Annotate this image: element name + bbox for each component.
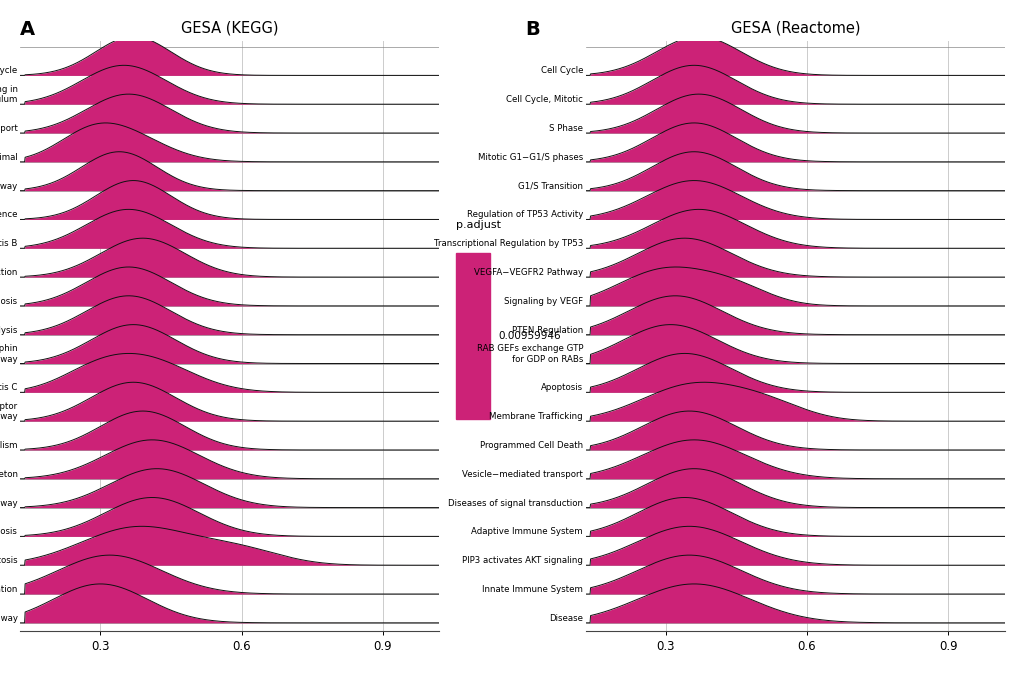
Bar: [455, 253, 489, 419]
Text: B: B: [525, 20, 539, 39]
Title: GESA (Reactome): GESA (Reactome): [730, 20, 859, 35]
Text: A: A: [20, 20, 36, 39]
Text: p.adjust: p.adjust: [455, 220, 500, 230]
Title: GESA (KEGG): GESA (KEGG): [181, 20, 278, 35]
Text: 0.00959946: 0.00959946: [497, 331, 560, 341]
